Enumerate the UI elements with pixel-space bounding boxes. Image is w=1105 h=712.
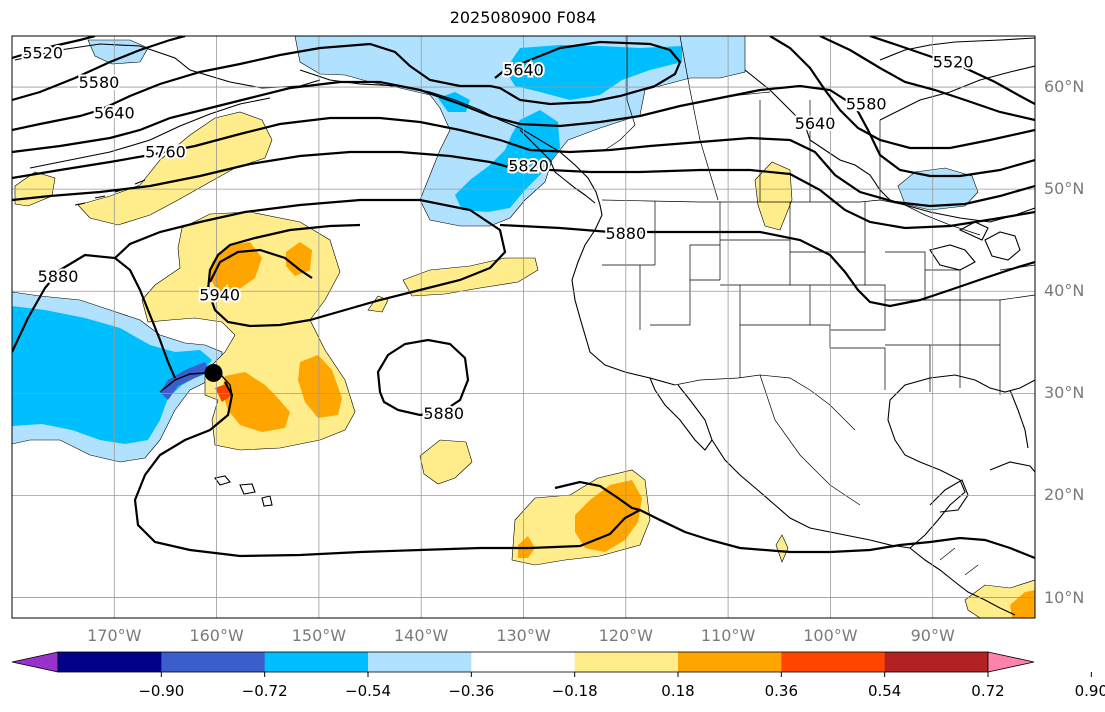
longitude-tick-label: 150°W (291, 626, 347, 645)
map-title: 2025080900 F084 (449, 8, 597, 27)
contour-5880-loop (133, 381, 1035, 560)
positive-anomaly-core-caribbean (1010, 590, 1035, 618)
longitude-tick-label: 140°W (394, 626, 449, 645)
contour-label: 5640 (94, 104, 135, 123)
coastlines (14, 37, 1035, 616)
colorbar-segment (678, 652, 782, 672)
colorbar-segment (471, 652, 576, 672)
negative-anomaly-core-darkblue (160, 362, 210, 400)
positive-anomaly-core-1 (210, 242, 262, 292)
colorbar-segment (264, 652, 369, 672)
contour-5880-west (12, 253, 177, 379)
contour-5880-north (114, 198, 507, 328)
contour-label: 5580 (79, 73, 120, 92)
contour-5760 (12, 116, 1035, 208)
contour-5880-upper (499, 223, 1035, 308)
colorbar-segment (368, 652, 472, 672)
colorbar-tick-label: −0.90 (138, 682, 185, 700)
positive-anomaly-area-mexico (775, 534, 789, 563)
longitude-tick-label: 110°W (700, 626, 756, 645)
contour-label: 5820 (508, 157, 549, 176)
colorbar (11, 651, 1092, 677)
contour-5520-west (12, 36, 96, 60)
contour-labels: 5520 5580 5640 5760 5640 5820 5640 5580 5520 5880… (20, 41, 975, 424)
colorbar-tick-label: −0.54 (345, 682, 391, 700)
colorbar-segment (884, 652, 989, 672)
latitude-tick-label: 60°N (1044, 77, 1085, 97)
positive-anomaly-core-3 (298, 355, 342, 418)
contour-label: 5880 (605, 224, 646, 243)
colorbar-segment (161, 652, 266, 672)
positive-anomaly-core-4 (222, 372, 290, 432)
latitude-tick-label: 10°N (1044, 587, 1085, 607)
colorbar-tick-label: −0.72 (241, 682, 288, 700)
negative-anomaly-core-north2 (455, 110, 560, 212)
colorbar-tick-label: 0.18 (661, 682, 695, 700)
colorbar-tick-label: 0.72 (971, 682, 1005, 700)
longitude-tick-label: 160°W (189, 626, 244, 645)
contour-label: 5760 (145, 142, 186, 161)
contour-label: 5520 (22, 43, 63, 62)
positive-anomaly-core-2 (286, 242, 312, 276)
colorbar-extend-right (987, 651, 1035, 673)
colorbar-tick-label: −0.18 (551, 682, 598, 700)
negative-anomaly-core-west (12, 306, 212, 444)
contour-5700 (12, 80, 1035, 178)
longitude-tick-label: 170°W (87, 626, 142, 645)
colorbar-tick-label: 0.54 (867, 682, 902, 700)
longitude-tick-label: 130°W (496, 626, 551, 645)
height-contours (12, 36, 1035, 560)
contour-label: 5580 (846, 94, 887, 113)
contour-label: 5520 (933, 53, 974, 72)
contour-label: 5640 (503, 61, 544, 80)
colorbar-segment (781, 652, 886, 672)
latitude-tick-label: 20°N (1044, 485, 1085, 505)
latitude-tick-label: 40°N (1044, 281, 1085, 301)
contour-5640-east (769, 36, 1035, 150)
map-panel: 5520 5580 5640 5760 5640 5820 5640 5580 5520 5880… (12, 36, 1035, 618)
longitude-tick-label: 120°W (598, 626, 653, 645)
contour-label: 5940 (199, 285, 240, 304)
colorbar-segment (58, 652, 162, 672)
contour-label: 5880 (38, 267, 79, 286)
colorbar-tick-label: 0.36 (764, 682, 799, 700)
map-frame (11, 35, 1036, 619)
contour-5580-west (12, 36, 186, 102)
contour-label: 5640 (795, 114, 836, 133)
storm-track (159, 363, 233, 396)
positive-anomaly-area-rockies (754, 161, 793, 231)
storm-position-marker (204, 363, 223, 382)
contour-5640-west (12, 40, 682, 132)
colorbar-extend-left (11, 651, 59, 673)
latitude-tick-label: 50°N (1044, 179, 1085, 199)
contour-label: 5880 (423, 404, 464, 423)
latitude-tick-label: 30°N (1044, 383, 1085, 403)
longitude-tick-label: 90°W (910, 626, 955, 645)
colorbar-tick-label: −0.36 (448, 682, 495, 700)
contour-5580-east (819, 36, 1035, 122)
contour-5940 (209, 248, 313, 283)
positive-anomaly-area-subtropic (419, 439, 473, 485)
colorbar-segment (574, 652, 679, 672)
positive-anomaly-area-aleutian (77, 111, 273, 226)
anomaly-fill-layer-strong (12, 45, 1035, 618)
contour-5520-east (869, 36, 1035, 105)
lat-lon-grid (12, 36, 1035, 618)
contour-5880-closed (376, 338, 470, 417)
colorbar-tick-label: 0.90 (1074, 682, 1105, 700)
longitude-tick-label: 100°W (803, 626, 858, 645)
contour-5880-tropics-arc (554, 480, 641, 512)
positive-anomaly-core-tropics (575, 480, 642, 552)
contour-5820 (12, 150, 1035, 230)
negative-anomaly-core-north (505, 45, 682, 100)
